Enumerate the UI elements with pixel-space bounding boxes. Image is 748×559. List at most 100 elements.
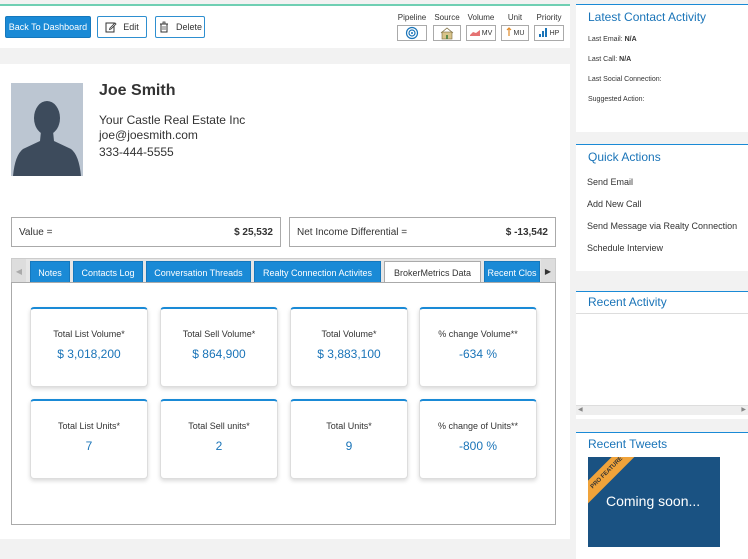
metric-value: 9 bbox=[345, 439, 353, 453]
last-call-value: N/A bbox=[619, 56, 632, 63]
last-call-line: Last Call: N/A bbox=[588, 56, 631, 63]
metric-label: Total Sell units* bbox=[188, 421, 250, 431]
metric-value: $ 3,018,200 bbox=[57, 347, 121, 361]
latest-contact-activity-panel: Latest Contact Activity Last Email: N/A … bbox=[576, 4, 748, 132]
recent-tweets-title: Recent Tweets bbox=[588, 437, 668, 451]
metric-card: Total Volume* $ 3,883,100 bbox=[290, 307, 408, 387]
tab-brokermetrics-label: BrokerMetrics Data bbox=[393, 267, 472, 278]
contact-company: Your Castle Real Estate Inc bbox=[99, 113, 246, 127]
source-label: Source bbox=[434, 13, 460, 22]
metric-card: Total Units* 9 bbox=[290, 399, 408, 479]
value-summary: Value = $ 25,532 bbox=[11, 217, 281, 247]
quick-actions-title: Quick Actions bbox=[588, 150, 661, 164]
net-income-amount: $ -13,542 bbox=[505, 226, 548, 238]
metric-label: Total Volume* bbox=[321, 329, 377, 339]
tab-realty-connection-label: Realty Connection Activites bbox=[262, 267, 373, 278]
send-email-link[interactable]: Send Email bbox=[587, 177, 634, 187]
contact-phone: 333-444-5555 bbox=[99, 145, 174, 159]
net-income-summary: Net Income Differential = $ -13,542 bbox=[289, 217, 556, 247]
tab-recent-closings-label: Recent Clos bbox=[487, 267, 537, 278]
metric-card: % change of Units** -800 % bbox=[419, 399, 537, 479]
metric-value: -634 % bbox=[458, 347, 498, 361]
tab-contacts-log-label: Contacts Log bbox=[81, 267, 135, 278]
metric-value: 7 bbox=[85, 439, 93, 453]
last-social-connection-label: Last Social Connection: bbox=[588, 76, 662, 83]
unit-arrow-icon bbox=[506, 27, 512, 39]
last-email-label: Last Email: bbox=[588, 36, 623, 43]
delete-label: Delete bbox=[175, 22, 202, 32]
scroll-right-icon[interactable]: ▶ bbox=[741, 407, 746, 413]
horizontal-scrollbar[interactable]: ◀ ▶ bbox=[576, 405, 748, 415]
right-sidebar: Latest Contact Activity Last Email: N/A … bbox=[570, 0, 748, 559]
tab-contacts-log[interactable]: Contacts Log bbox=[73, 261, 143, 282]
source-house-icon bbox=[433, 25, 461, 41]
priority-value: HP bbox=[549, 29, 560, 37]
value-label: Value = bbox=[19, 226, 53, 238]
top-accent-strip bbox=[0, 4, 570, 6]
value-amount: $ 25,532 bbox=[234, 226, 273, 238]
tab-conversation-threads[interactable]: Conversation Threads bbox=[146, 261, 251, 282]
source-indicator[interactable]: Source bbox=[433, 13, 461, 41]
add-new-call-link[interactable]: Add New Call bbox=[587, 199, 642, 209]
contact-email[interactable]: joe@joesmith.com bbox=[99, 128, 198, 142]
volume-chart-icon bbox=[469, 28, 480, 38]
metric-card: Total List Units* 7 bbox=[30, 399, 148, 479]
volume-label: Volume bbox=[467, 13, 495, 22]
metric-label: % change of Units** bbox=[437, 421, 519, 431]
delete-button[interactable]: Delete bbox=[155, 16, 205, 38]
priority-label: Priority bbox=[536, 13, 562, 22]
unit-indicator[interactable]: Unit MU bbox=[501, 13, 529, 41]
metric-card: Total Sell Volume* $ 864,900 bbox=[160, 307, 278, 387]
back-to-dashboard-label: Back To Dashboard bbox=[8, 22, 88, 32]
metric-value: -800 % bbox=[458, 439, 498, 453]
back-to-dashboard-button[interactable]: Back To Dashboard bbox=[5, 16, 91, 38]
metric-card: Total List Volume* $ 3,018,200 bbox=[30, 307, 148, 387]
priority-box: HP bbox=[534, 25, 564, 41]
send-message-realty-connection-link[interactable]: Send Message via Realty Connection bbox=[587, 221, 738, 231]
edit-button[interactable]: Edit bbox=[97, 16, 147, 38]
quick-actions-panel: Quick Actions Send Email Add New Call Se… bbox=[576, 144, 748, 271]
coming-soon-banner: PRO FEATURE Coming soon... bbox=[588, 457, 720, 547]
contact-profile: Joe Smith Your Castle Real Estate Inc jo… bbox=[0, 64, 570, 539]
metric-value: $ 864,900 bbox=[192, 347, 246, 361]
toolbar: Back To Dashboard Edit Delete Pipeline S… bbox=[0, 6, 570, 48]
metric-label: Total Units* bbox=[326, 421, 372, 431]
priority-bars-icon bbox=[538, 27, 548, 39]
volume-indicator[interactable]: Volume MV bbox=[466, 13, 496, 41]
schedule-interview-link[interactable]: Schedule Interview bbox=[587, 243, 664, 253]
metric-label: Total Sell Volume* bbox=[182, 329, 256, 339]
recent-activity-divider bbox=[576, 313, 748, 314]
volume-box: MV bbox=[466, 25, 496, 41]
metric-label: % change Volume** bbox=[438, 329, 518, 339]
metric-card: % change Volume** -634 % bbox=[419, 307, 537, 387]
tabs-scroll-right-icon[interactable]: ▶ bbox=[541, 259, 555, 282]
main-content: Back To Dashboard Edit Delete Pipeline S… bbox=[0, 0, 570, 559]
last-call-label: Last Call: bbox=[588, 56, 618, 63]
pipeline-target-icon bbox=[397, 25, 427, 41]
trash-icon bbox=[158, 21, 170, 33]
last-email-line: Last Email: N/A bbox=[588, 36, 637, 43]
recent-activity-title: Recent Activity bbox=[588, 295, 667, 309]
metric-label: Total List Units* bbox=[57, 421, 121, 431]
pipeline-label: Pipeline bbox=[397, 13, 427, 22]
tab-conversation-threads-label: Conversation Threads bbox=[154, 267, 243, 278]
priority-indicator[interactable]: Priority HP bbox=[534, 13, 564, 41]
unit-box: MU bbox=[501, 25, 529, 41]
tabs-scroll-left-icon[interactable]: ◀ bbox=[12, 259, 26, 282]
tab-realty-connection-activites[interactable]: Realty Connection Activites bbox=[254, 261, 381, 282]
tab-recent-closings[interactable]: Recent Clos bbox=[484, 261, 540, 282]
tab-brokermetrics-data[interactable]: BrokerMetrics Data bbox=[384, 261, 481, 282]
net-income-label: Net Income Differential = bbox=[297, 226, 408, 238]
tab-notes-label: Notes bbox=[38, 267, 62, 278]
contact-name: Joe Smith bbox=[99, 82, 176, 99]
metric-label: Total List Volume* bbox=[53, 329, 125, 339]
metric-value: $ 3,883,100 bbox=[317, 347, 381, 361]
latest-contact-activity-title: Latest Contact Activity bbox=[588, 10, 707, 24]
brokermetrics-panel: Total List Volume* $ 3,018,200 Total Sel… bbox=[11, 282, 556, 525]
recent-tweets-panel: Recent Tweets PRO FEATURE Coming soon... bbox=[576, 432, 748, 559]
pipeline-indicator[interactable]: Pipeline bbox=[397, 13, 427, 41]
unit-label: Unit bbox=[507, 13, 523, 22]
tab-notes[interactable]: Notes bbox=[30, 261, 70, 282]
scroll-left-icon[interactable]: ◀ bbox=[578, 407, 583, 413]
last-email-value: N/A bbox=[624, 36, 637, 43]
